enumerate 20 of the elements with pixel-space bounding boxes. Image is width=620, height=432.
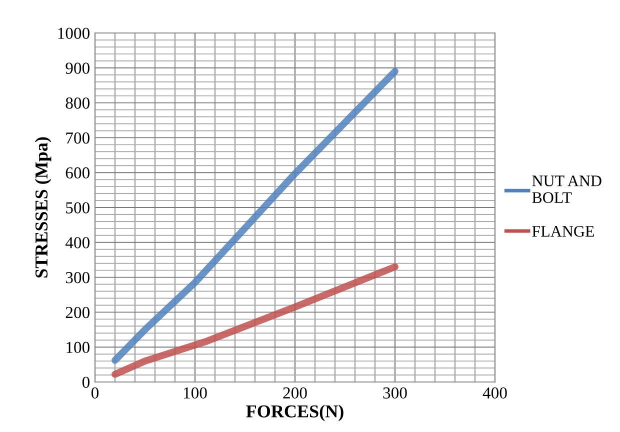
x-tick-label: 400 <box>482 387 507 399</box>
x-tick-label: 200 <box>283 387 307 399</box>
x-tick-label: 0 <box>91 387 99 399</box>
y-tick-label: 500 <box>66 202 90 214</box>
legend-label: FLANGE <box>532 226 594 237</box>
y-tick-label: 1000 <box>58 28 90 39</box>
y-tick-label: 100 <box>66 342 90 354</box>
y-tick-label: 0 <box>82 376 90 388</box>
y-tick-label: 300 <box>66 272 90 284</box>
x-axis-title: FORCES(N) <box>246 404 344 422</box>
y-tick-label: 600 <box>66 167 90 179</box>
y-axis-title: STRESSES (Mpa) <box>34 137 52 278</box>
y-tick-label: 200 <box>66 306 90 318</box>
y-tick-label: 800 <box>66 98 90 109</box>
legend-label: NUT AND BOLT <box>532 176 602 203</box>
y-tick-label: 400 <box>65 237 90 248</box>
x-tick-label: 100 <box>184 387 207 399</box>
y-tick-label: 700 <box>66 132 90 144</box>
x-tick-label: 300 <box>383 387 407 399</box>
y-tick-label: 900 <box>66 62 90 74</box>
